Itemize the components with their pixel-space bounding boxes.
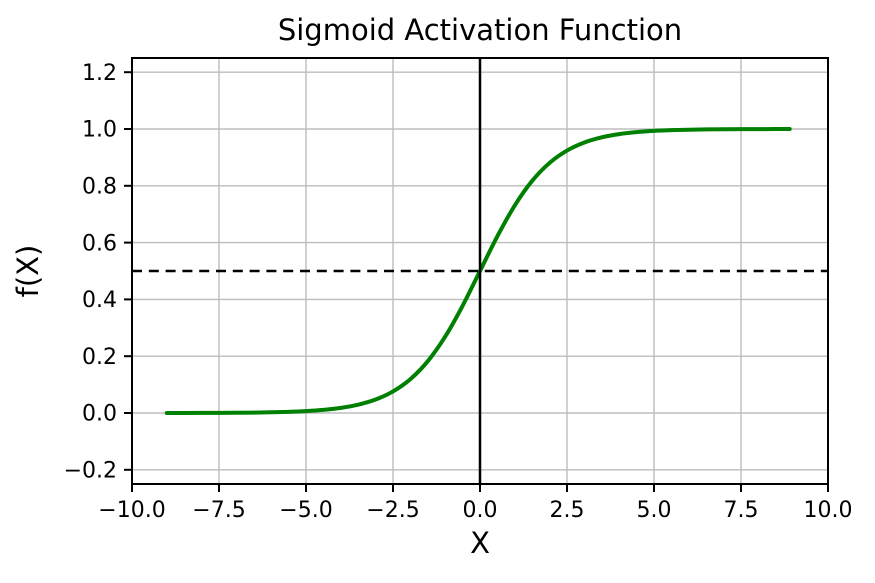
y-tick-label: −0.2	[64, 459, 117, 484]
y-tick-label: 0.6	[82, 231, 117, 256]
x-tick-label: 7.5	[724, 498, 759, 523]
y-tick-label: 0.0	[82, 402, 117, 427]
x-tick-label: −10.0	[98, 498, 165, 523]
y-tick-label: 0.2	[82, 345, 117, 370]
y-tick-label: 0.4	[82, 288, 117, 313]
x-tick-label: 0.0	[463, 498, 498, 523]
chart-title: Sigmoid Activation Function	[278, 13, 682, 47]
y-tick-label: 1.2	[82, 61, 117, 86]
x-tick-label: −7.5	[192, 498, 245, 523]
x-tick-label: −5.0	[279, 498, 332, 523]
reference-lines	[132, 58, 828, 484]
x-tick-label: 10.0	[804, 498, 853, 523]
axis-ticks: −10.0 −7.5 −5.0 −2.5 0.0 2.5 5.0 7.5 10.0 −0.2 0.0…	[64, 61, 853, 523]
y-tick-label: 1.0	[82, 118, 117, 143]
x-tick-label: −2.5	[366, 498, 419, 523]
y-tick-label: 0.8	[82, 175, 117, 200]
x-axis-label: X	[470, 526, 490, 560]
x-tick-label: 2.5	[550, 498, 585, 523]
x-tick-label: 5.0	[637, 498, 672, 523]
y-axis-label: f(X)	[11, 245, 45, 298]
